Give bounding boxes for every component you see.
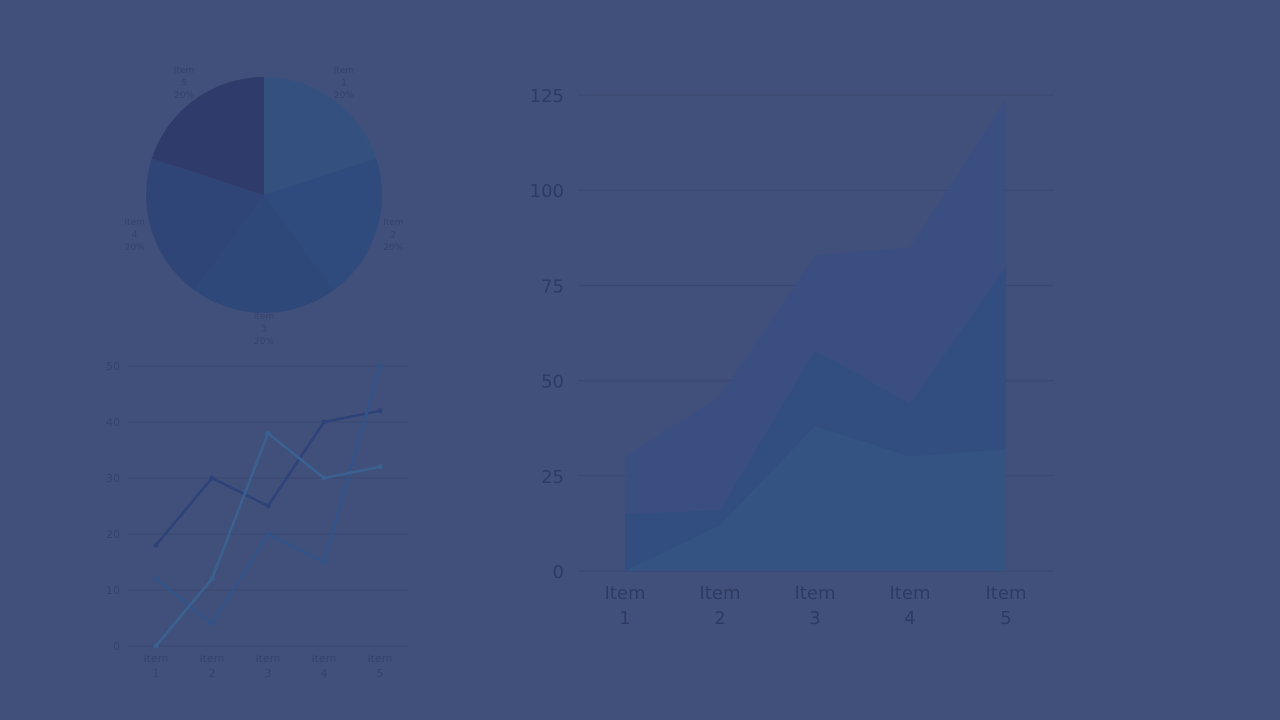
line-x-tick-label: Item 2 (199, 652, 224, 680)
area-y-tick-label: 75 (541, 276, 564, 297)
pie-slice-3 (194, 195, 334, 314)
line-point (209, 475, 215, 481)
line-y-tick-label: 40 (106, 416, 120, 429)
line-y-tick-label: 20 (106, 528, 120, 541)
line-point (153, 542, 159, 548)
line-x-tick-label: Item 5 (367, 652, 392, 680)
line-point (153, 576, 159, 582)
line-point (265, 503, 271, 509)
pie-label-5: Item 5 20% (174, 66, 195, 101)
area-x-tick-label: Item 5 (986, 583, 1027, 629)
line-y-tick-label: 0 (113, 640, 120, 653)
line-point (377, 363, 383, 369)
area-series-3 (625, 426, 1006, 571)
pie-slice-5 (151, 77, 264, 195)
line-point (265, 531, 271, 537)
line-point (377, 464, 383, 470)
line-point (209, 576, 215, 582)
pie-label-3: Item 3 20% (254, 312, 275, 347)
pie-slice-1 (264, 77, 377, 195)
pie-slice-4 (146, 158, 264, 291)
line-point (321, 559, 327, 565)
line-chart: 0 10 20 30 40 50 Item 1 Item 2 Item 3 Item 4 Item 5 (106, 360, 408, 680)
area-x-tick-label: Item 3 (795, 583, 836, 629)
line-point (265, 430, 271, 436)
pie-label-2: Item 2 20% (383, 218, 404, 253)
line-point (153, 643, 159, 649)
line-y-tick-label: 10 (106, 584, 120, 597)
line-point (321, 419, 327, 425)
line-point (321, 475, 327, 481)
area-x-tick-label: Item 2 (700, 583, 741, 629)
pie-label-1: Item 1 20% (334, 66, 355, 101)
area-x-tick-label: Item 4 (890, 583, 931, 629)
area-y-tick-label: 0 (553, 562, 564, 583)
line-x-tick-label: Item 4 (311, 652, 336, 680)
line-y-tick-label: 50 (106, 360, 120, 373)
line-series-3 (155, 431, 381, 647)
line-x-tick-label: Item 3 (255, 652, 280, 680)
area-x-tick-label: Item 1 (605, 583, 646, 629)
line-y-tick-label: 30 (106, 472, 120, 485)
pie-chart: Item 1 20% Item 2 20% Item 3 20% Item 4 20% Item 5 20% (124, 66, 403, 347)
pie-slice-2 (264, 158, 383, 291)
area-y-tick-label: 25 (541, 467, 564, 488)
line-series-2 (155, 365, 382, 625)
area-y-tick-label: 100 (530, 181, 564, 202)
line-x-tick-label: Item 1 (143, 652, 168, 680)
area-y-tick-label: 125 (530, 86, 564, 107)
line-point (209, 621, 215, 627)
pie-label-4: Item 4 20% (124, 218, 145, 253)
line-point (377, 408, 383, 414)
area-y-tick-label: 50 (541, 372, 564, 393)
area-chart: 0 25 50 75 100 125 Item 1 Item 2 Item 3 Item 4 Item 5 (530, 86, 1054, 629)
